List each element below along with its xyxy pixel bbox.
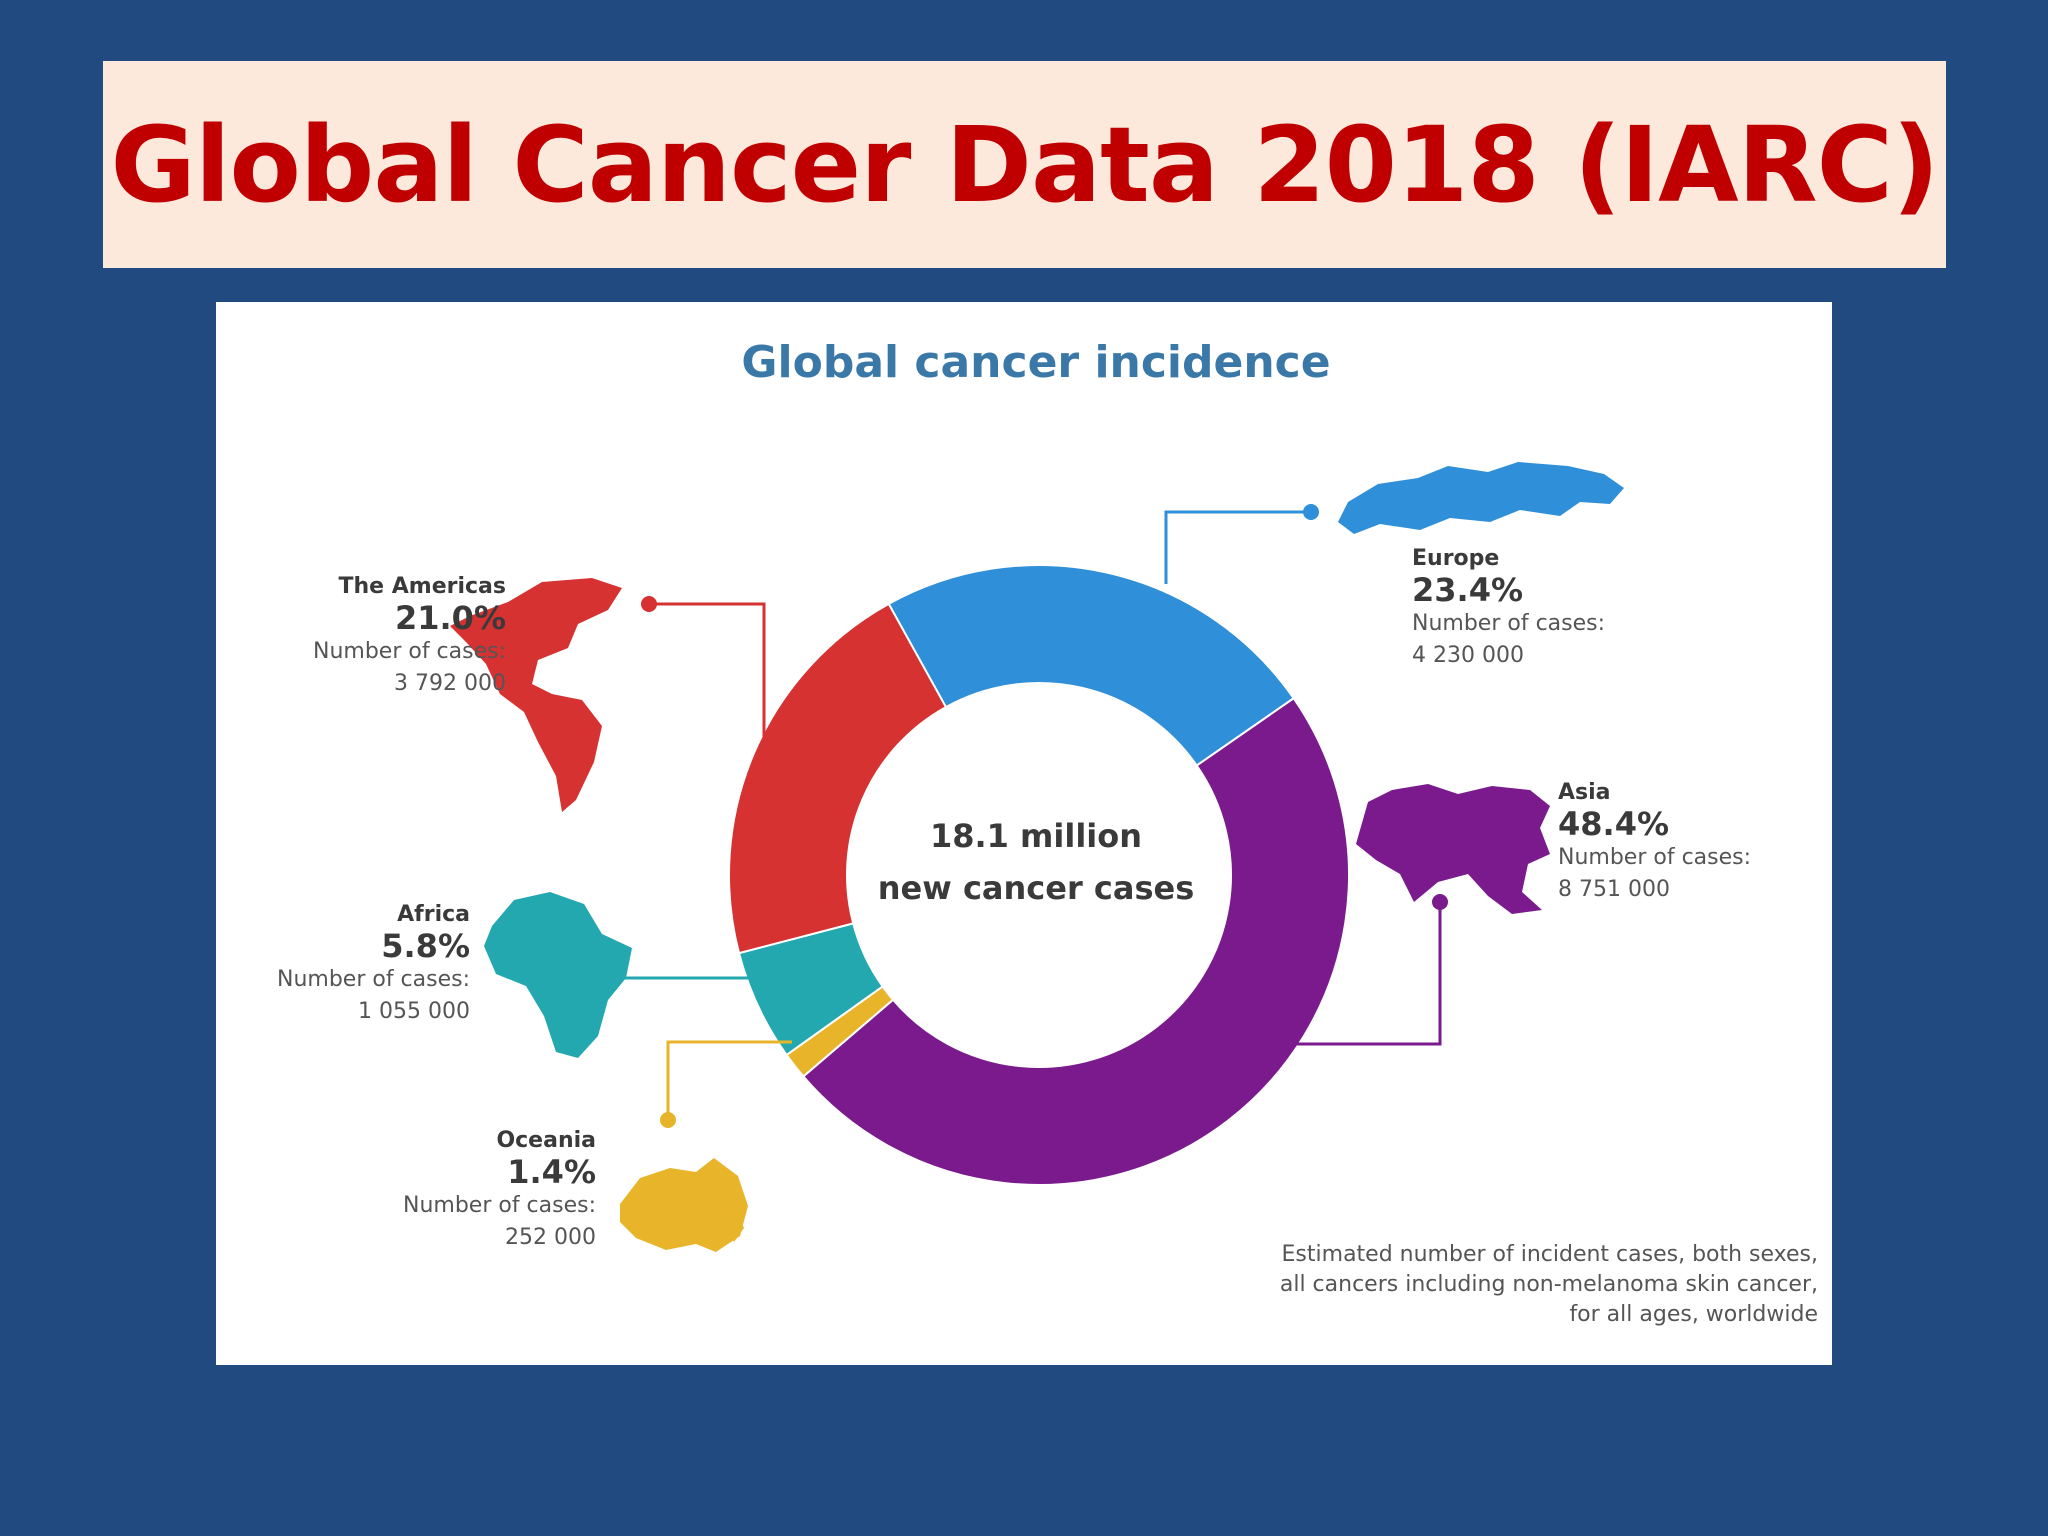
cases-value: 252 000 [505,1225,596,1250]
region-name: Europe [1412,546,1500,571]
oceania-map-icon [620,1158,748,1252]
europe-asia-map-icon [1338,462,1624,534]
cases-value: 8 751 000 [1558,877,1670,902]
cases-label: Number of cases: [1412,611,1606,636]
leader-line-oceania [666,1040,792,1120]
callout-americas: The Americas 21.0% Number of cases: 3 79… [276,574,506,700]
region-percent: 5.8% [381,927,470,965]
donut-chart [450,462,1624,1252]
leader-dot-americas [641,596,657,612]
cases-value: 1 055 000 [358,999,470,1024]
callout-oceania: Oceania 1.4% Number of cases: 252 000 [376,1128,596,1254]
donut-slice-europe [887,564,1296,767]
callout-asia: Asia 48.4% Number of cases: 8 751 000 [1558,780,1751,906]
leader-dot-asia [1432,894,1448,910]
region-percent: 21.0% [394,599,506,637]
leader-line-asia [1288,902,1442,1046]
cases-value: 3 792 000 [394,671,506,696]
region-name: Asia [1558,780,1611,805]
region-percent: 1.4% [507,1153,596,1191]
asia-map-icon [1356,784,1550,914]
cases-label: Number of cases: [402,1193,596,1218]
center-label: 18.1 million new cancer cases [826,810,1246,914]
africa-map-icon [484,892,632,1058]
title-banner: Global Cancer Data 2018 (IARC) [103,61,1946,268]
center-label-line1: 18.1 million [929,817,1143,855]
region-name: Africa [397,902,470,927]
leader-line-americas [649,602,766,782]
region-percent: 23.4% [1412,571,1524,609]
infographic-panel: Global cancer incidence 18.1 million new… [216,302,1832,1365]
footnote-line: all cancers including non-melanoma skin … [1279,1272,1818,1297]
leader-line-europe [1164,510,1311,584]
slide-title: Global Cancer Data 2018 (IARC) [110,103,1939,226]
cases-label: Number of cases: [312,639,506,664]
region-name: Oceania [496,1128,596,1153]
leader-dot-europe [1303,504,1319,520]
donut-slice-americas [728,602,948,955]
region-percent: 48.4% [1558,805,1670,843]
cases-label: Number of cases: [1558,845,1752,870]
donut-slice-asia [801,696,1351,1186]
footnote-line: for all ages, worldwide [1569,1302,1818,1327]
leader-dot-oceania [660,1112,676,1128]
callout-africa: Africa 5.8% Number of cases: 1 055 000 [256,902,470,1028]
footnote: Estimated number of incident cases, both… [1198,1240,1818,1330]
center-label-line2: new cancer cases [877,869,1195,907]
cases-label: Number of cases: [276,967,470,992]
region-name: The Americas [338,574,507,599]
americas-map-icon [450,578,622,812]
footnote-line: Estimated number of incident cases, both… [1281,1242,1818,1267]
callout-europe: Europe 23.4% Number of cases: 4 230 000 [1412,546,1605,672]
chart-title: Global cancer incidence [741,337,1331,388]
cases-value: 4 230 000 [1412,643,1524,668]
